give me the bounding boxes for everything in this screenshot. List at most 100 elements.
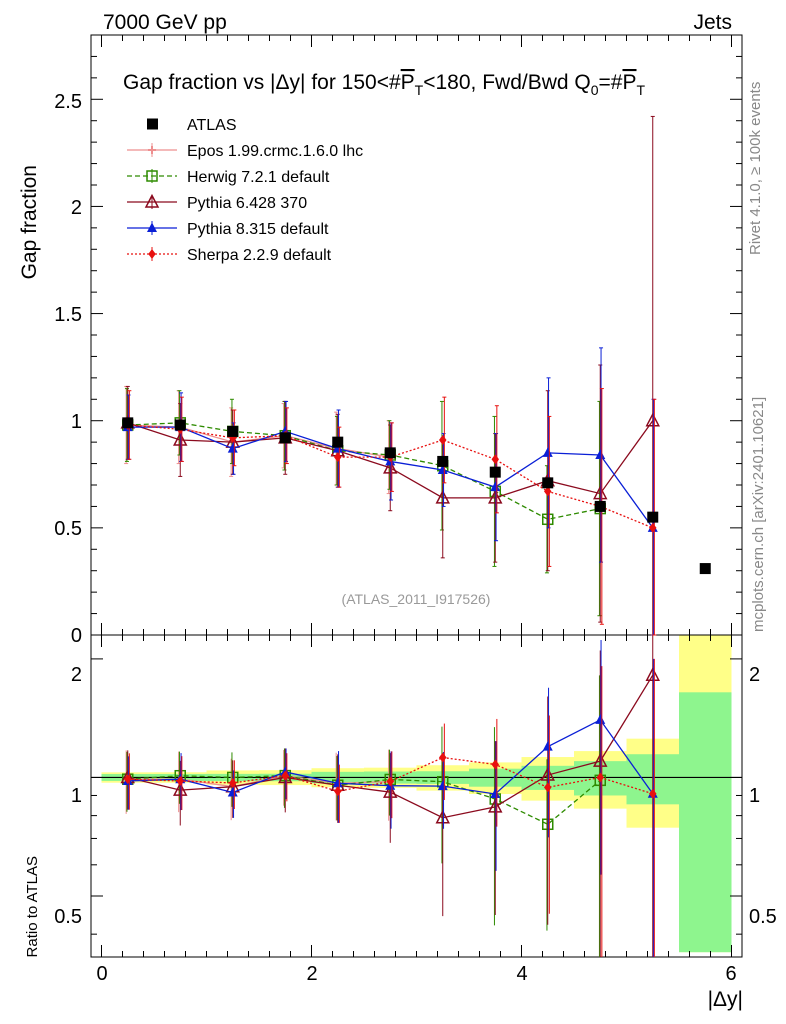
series-line — [127, 422, 601, 520]
ratio-point — [124, 774, 132, 785]
ratio-point — [593, 753, 608, 767]
data-point — [649, 522, 657, 533]
data-point — [542, 447, 553, 457]
ratio-tick-label: 0.5 — [54, 906, 82, 928]
ratio-point — [540, 766, 555, 781]
title-t2: T — [637, 82, 646, 98]
series-2 — [120, 115, 660, 957]
ratio-point — [437, 780, 448, 791]
title-p1: P — [401, 71, 415, 94]
legend-marker-2 — [144, 193, 160, 208]
atlas-point — [489, 466, 501, 478]
title-eq: =# — [599, 71, 623, 94]
title-sub0: 0 — [591, 82, 599, 98]
data-marks — [120, 115, 711, 957]
data-point — [383, 459, 398, 474]
atlas-point — [279, 432, 291, 444]
atlas-point — [542, 477, 554, 489]
data-point — [544, 486, 552, 497]
ratio-point — [334, 786, 342, 797]
title-t1: T — [415, 82, 424, 98]
ratio-point — [332, 777, 343, 788]
x-tick-label: 4 — [516, 963, 527, 985]
series-3 — [122, 347, 658, 957]
ratio-point — [176, 775, 184, 786]
series-line — [127, 424, 653, 529]
plot-title: Gap fraction vs |Δy| for 150<#PT<180, Fw… — [123, 71, 646, 98]
y-tick-label: 1.5 — [54, 304, 82, 326]
series-ratio-line — [127, 774, 601, 826]
data-point — [490, 481, 501, 492]
data-point — [593, 485, 608, 500]
analysis-watermark: (ATLAS_2011_I917526) — [342, 591, 491, 607]
ratio-point — [596, 772, 604, 783]
legend-marker-3 — [147, 222, 157, 232]
legend-label-epos: Epos 1.99.crmc.1.6.0 lhc — [187, 143, 363, 160]
atlas-point — [384, 447, 396, 459]
ratio-tick-label-right: 1 — [749, 785, 760, 807]
mcplots-credit-label: mcplots.cern.ch [arXiv:2401.10621] — [750, 397, 767, 632]
header-left-label: 7000 GeV pp — [103, 11, 227, 34]
ratio-point — [229, 777, 237, 788]
title-p2: P — [622, 71, 636, 94]
title-pre: Gap fraction vs |Δy| for 150<# — [123, 71, 401, 94]
main-y-axis-label: Gap fraction — [18, 165, 41, 279]
legend-label-atlas: ATLAS — [187, 117, 237, 134]
atlas-point — [332, 436, 344, 448]
x-axis-label: |Δy| — [708, 988, 743, 1011]
x-tick-label: 6 — [725, 963, 736, 985]
ratio-point — [544, 782, 552, 793]
y-tick-label: 1 — [71, 411, 82, 433]
legend-marker-1 — [146, 170, 158, 182]
legend-label-herwig: Herwig 7.2.1 default — [187, 169, 330, 186]
atlas-point — [227, 425, 239, 437]
axis-ticks — [91, 34, 742, 957]
ratio-tick-label-right: 0.5 — [749, 906, 777, 928]
y-tick-label: 2.5 — [54, 91, 82, 113]
data-point — [439, 435, 447, 445]
legend-label-pythia6: Pythia 6.428 370 — [187, 195, 307, 212]
y-tick-label: 0.5 — [54, 518, 82, 540]
ratio-uncertainty-bands — [91, 635, 742, 953]
ratio-point — [649, 788, 657, 799]
ratio-point — [281, 770, 289, 781]
legend-marker-atlas — [147, 118, 158, 130]
ratio-point — [645, 667, 660, 681]
legend-label-pythia8: Pythia 8.315 default — [187, 221, 329, 238]
ratio-point — [386, 776, 394, 787]
rivet-version-label: Rivet 4.1.0, ≥ 100k events — [747, 82, 764, 255]
ratio-tick-label-right: 2 — [749, 664, 760, 686]
ratio-y-tick-labels: 0.5 1 2 0.5 1 2 — [54, 664, 777, 928]
data-point — [334, 452, 342, 463]
main-y-tick-labels: 0.5 1 1.5 2 2.5 0 — [54, 91, 82, 647]
ratio-point — [383, 784, 398, 798]
ratio-point — [173, 782, 188, 796]
atlas-point — [699, 563, 711, 575]
atlas-point — [647, 511, 659, 523]
ratio-point — [491, 759, 499, 770]
legend: ATLAS Epos 1.99.crmc.1.6.0 lhc Herwig 7.… — [127, 117, 363, 264]
legend-marker-0 — [148, 146, 156, 154]
ratio-point — [490, 788, 501, 798]
ratio-band-inner — [679, 692, 732, 953]
atlas-point — [122, 417, 134, 429]
data-point — [173, 431, 188, 446]
ratio-point — [227, 786, 238, 797]
y-tick-label-zero: 0 — [71, 625, 82, 647]
ratio-point — [595, 714, 606, 724]
legend-marker-4 — [148, 249, 156, 259]
header-right-label: Jets — [693, 11, 732, 34]
series-atlas — [122, 417, 711, 575]
data-point — [488, 489, 503, 504]
series-1 — [122, 388, 606, 957]
data-point — [437, 464, 448, 474]
data-point — [227, 443, 238, 453]
atlas-point — [437, 455, 449, 467]
ratio-point — [439, 752, 447, 763]
y-tick-label: 2 — [71, 197, 82, 219]
x-tick-label: 2 — [306, 963, 317, 985]
x-tick-label: 0 — [96, 963, 107, 985]
ratio-point — [542, 741, 553, 751]
series-ratio-line — [127, 756, 653, 795]
